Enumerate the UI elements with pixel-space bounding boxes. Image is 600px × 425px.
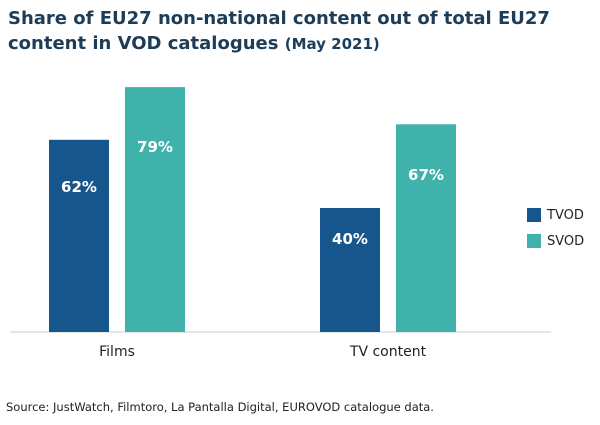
legend-label-tvod: TVOD [547,207,584,223]
chart-title-main: Share of EU27 non-national content out o… [8,8,550,54]
bar-tvod-0 [49,139,109,332]
legend: TVOD SVOD [527,202,584,254]
category-label-0: Films [99,344,135,360]
bar-label-tvod-1: 40% [332,230,368,248]
chart-title-sub: (May 2021) [284,35,380,53]
legend-swatch-tvod [527,208,541,222]
bar-svod-0 [125,87,185,332]
bar-label-svod-1: 67% [408,166,444,184]
bar-svod-1 [396,124,456,332]
chart-title: Share of EU27 non-national content out o… [8,6,592,57]
source-note: Source: JustWatch, Filmtoro, La Pantalla… [6,400,434,414]
bar-tvod-1 [320,208,380,332]
legend-label-svod: SVOD [547,233,585,249]
category-label-1: TV content [349,344,427,360]
legend-item-tvod: TVOD [527,202,584,228]
bar-label-svod-0: 79% [137,138,173,156]
bar-label-tvod-0: 62% [61,178,97,196]
legend-swatch-svod [527,234,541,248]
legend-item-svod: SVOD [527,228,584,254]
